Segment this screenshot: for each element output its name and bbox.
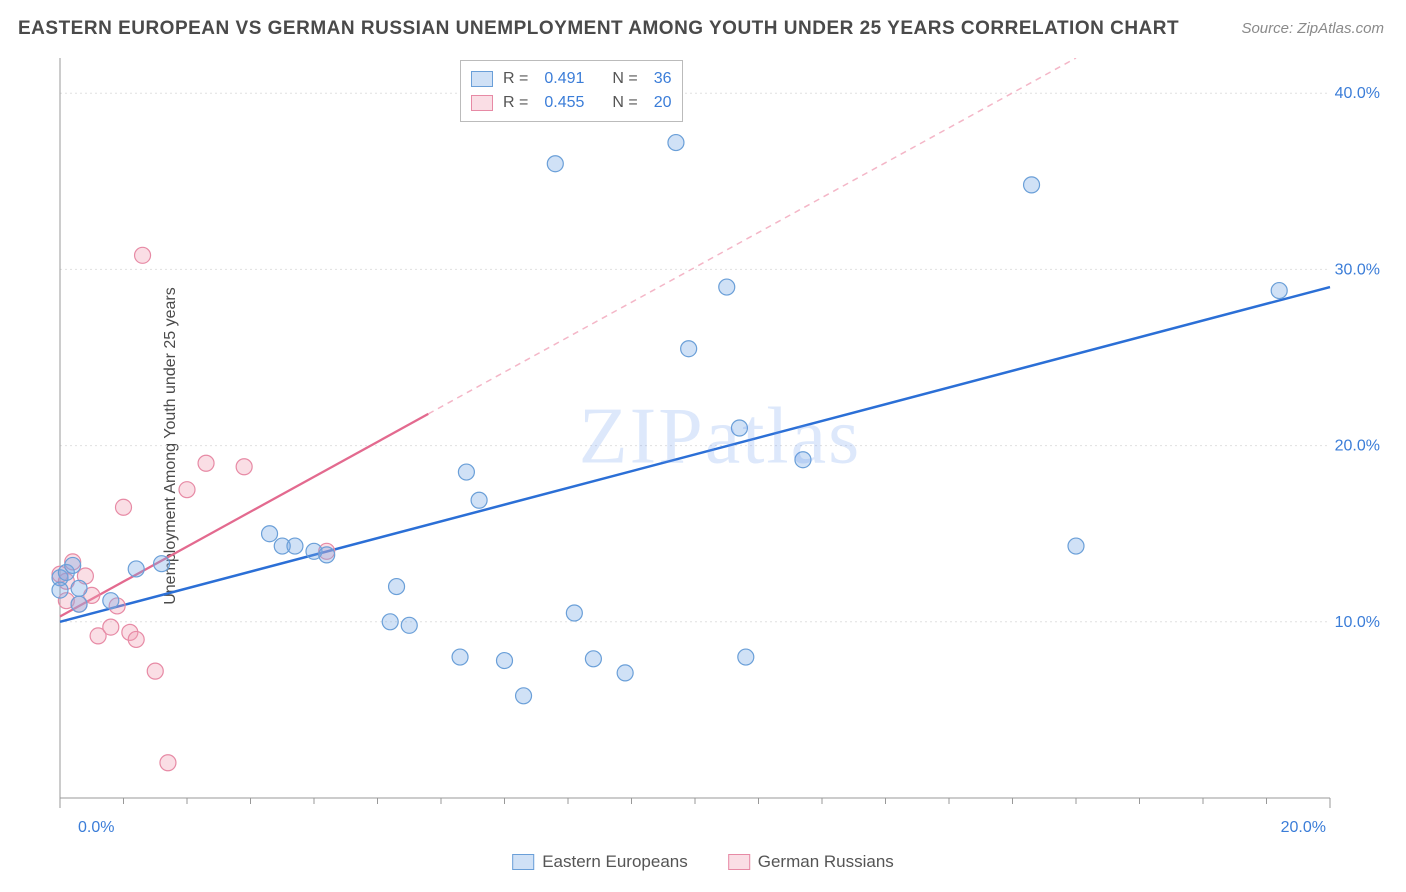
- svg-text:20.0%: 20.0%: [1335, 438, 1380, 455]
- r-value-eastern: 0.491: [544, 67, 584, 91]
- legend-row-eastern: R = 0.491 N = 36: [471, 67, 672, 91]
- legend-swatch-german-bottom: [728, 854, 750, 870]
- n-label: N =: [612, 91, 637, 115]
- r-label: R =: [503, 67, 528, 91]
- legend-label-eastern: Eastern Europeans: [542, 852, 688, 872]
- legend-row-german: R = 0.455 N = 20: [471, 91, 672, 115]
- n-label: N =: [612, 67, 637, 91]
- source-attribution: Source: ZipAtlas.com: [1241, 20, 1384, 37]
- correlation-legend: R = 0.491 N = 36 R = 0.455 N = 20: [460, 60, 683, 122]
- legend-swatch-eastern-bottom: [512, 854, 534, 870]
- svg-text:30.0%: 30.0%: [1335, 261, 1380, 278]
- legend-swatch-german: [471, 95, 493, 111]
- series-legend: Eastern Europeans German Russians: [512, 852, 894, 872]
- legend-item-eastern: Eastern Europeans: [512, 852, 688, 872]
- n-value-german: 20: [654, 91, 672, 115]
- legend-label-german: German Russians: [758, 852, 894, 872]
- svg-text:20.0%: 20.0%: [1281, 819, 1326, 836]
- r-value-german: 0.455: [544, 91, 584, 115]
- chart-title: EASTERN EUROPEAN VS GERMAN RUSSIAN UNEMP…: [18, 18, 1179, 40]
- svg-text:0.0%: 0.0%: [78, 819, 114, 836]
- scatter-chart-svg: 10.0% 20.0% 30.0% 40.0% 0.0% 20.0%: [50, 58, 1390, 848]
- svg-text:10.0%: 10.0%: [1335, 614, 1380, 631]
- n-value-eastern: 36: [654, 67, 672, 91]
- svg-text:40.0%: 40.0%: [1335, 85, 1380, 102]
- r-label: R =: [503, 91, 528, 115]
- legend-item-german: German Russians: [728, 852, 894, 872]
- chart-area: 10.0%20.0%30.0%40.0%0.0%20.0% ZIPatlas: [50, 58, 1390, 848]
- legend-swatch-eastern: [471, 71, 493, 87]
